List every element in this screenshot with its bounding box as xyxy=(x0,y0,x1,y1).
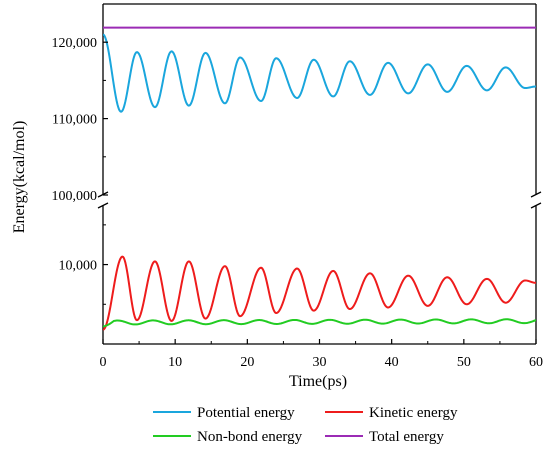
x-tick-label: 50 xyxy=(457,355,471,370)
data-lines xyxy=(103,26,536,331)
break-mark xyxy=(97,202,109,209)
y-axis-title: Energy(kcal/mol) xyxy=(11,121,28,234)
x-axis-title: Time(ps) xyxy=(289,373,347,390)
x-tick-label: 30 xyxy=(313,355,327,370)
x-tick-label: 20 xyxy=(240,355,254,370)
y-tick-label: 110,000 xyxy=(52,113,97,128)
x-tick-label: 0 xyxy=(100,355,107,370)
legend: Potential energy Kinetic energy Non-bond e… xyxy=(153,405,458,445)
legend-label: Potential energy xyxy=(197,405,295,421)
x-tick-label: 40 xyxy=(385,355,399,370)
legend-label: Kinetic energy xyxy=(369,405,458,421)
x-axis-ticks: 0 10 20 30 40 50 60 xyxy=(100,339,543,370)
break-mark xyxy=(530,202,542,209)
break-mark xyxy=(530,191,542,198)
y-axis-ticks: 100,000 110,000 120,000 10,000 xyxy=(52,36,108,305)
y-tick-label: 120,000 xyxy=(52,36,98,51)
axis-break-marks xyxy=(97,191,542,209)
series-line-non-bond-energy xyxy=(103,318,536,328)
legend-label: Total energy xyxy=(369,429,444,445)
y-tick-label: 10,000 xyxy=(59,259,98,274)
x-tick-label: 60 xyxy=(529,355,543,370)
series-line-kinetic-energy xyxy=(103,255,536,331)
x-tick-label: 10 xyxy=(168,355,182,370)
y-tick-label: 100,000 xyxy=(52,189,98,204)
legend-label: Non-bond energy xyxy=(197,429,303,445)
series-line-potential-energy xyxy=(103,33,536,113)
